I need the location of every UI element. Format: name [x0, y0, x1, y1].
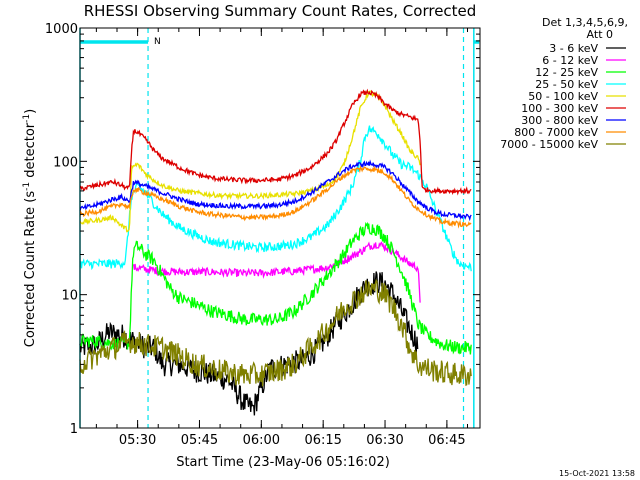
x-tick-label: 05:30	[119, 433, 156, 448]
legend-label-12-25keV: 12 - 25 keV	[535, 66, 598, 79]
y-tick-label: 1000	[45, 22, 78, 37]
x-axis: 05:30 05:45 06:00 06:15 06:30 06:45	[95, 28, 469, 448]
y-tick-label: 1	[70, 422, 78, 437]
legend-header-attenuator: Att 0	[587, 28, 613, 41]
legend-label-6-12keV: 6 - 12 keV	[542, 54, 598, 67]
series-line-100-300keV	[79, 88, 472, 196]
data-series	[79, 88, 472, 416]
legend-label-25-50keV: 25 - 50 keV	[535, 78, 598, 91]
y-tick-label: 100	[53, 155, 78, 170]
x-tick-label: 06:00	[243, 433, 280, 448]
series-line-7000-15000keV	[79, 278, 472, 387]
plot-frame	[79, 27, 481, 429]
series-line-12-25keV	[79, 221, 472, 355]
night-flag-label: N	[154, 37, 161, 47]
y-axis: 1 10 100 1000	[45, 22, 480, 437]
x-axis-label: Start Time (23-May-06 05:16:02)	[176, 455, 390, 470]
x-tick-label: 05:45	[181, 433, 218, 448]
chart-title: RHESSI Observing Summary Count Rates, Co…	[84, 2, 477, 20]
series-line-800-7000keV	[79, 165, 472, 229]
series-line-300-800keV	[79, 159, 472, 222]
legend-label-300-800keV: 300 - 800 keV	[521, 114, 598, 127]
legend-label-100-300keV: 100 - 300 keV	[521, 102, 598, 115]
y-axis-label: Corrected Count Rate (s-1 detector-1)	[22, 109, 38, 347]
series-line-50-100keV	[79, 90, 421, 233]
legend-label-800-7000keV: 800 - 7000 keV	[514, 126, 598, 139]
legend-label-7000-15000keV: 7000 - 15000 keV	[500, 138, 598, 151]
y-tick-label: 10	[61, 289, 78, 304]
x-tick-label: 06:45	[428, 433, 465, 448]
x-tick-label: 06:30	[366, 433, 403, 448]
legend-header-detectors: Det 1,3,4,5,6,9,	[542, 16, 628, 29]
timestamp: 15-Oct-2021 13:58	[559, 469, 635, 478]
x-tick-label: 06:15	[304, 433, 341, 448]
legend-label-50-100keV: 50 - 100 keV	[528, 90, 598, 103]
series-line-25-50keV	[79, 125, 472, 272]
legend-label-3-6keV: 3 - 6 keV	[549, 42, 598, 55]
series-line-6-12keV	[132, 241, 421, 303]
